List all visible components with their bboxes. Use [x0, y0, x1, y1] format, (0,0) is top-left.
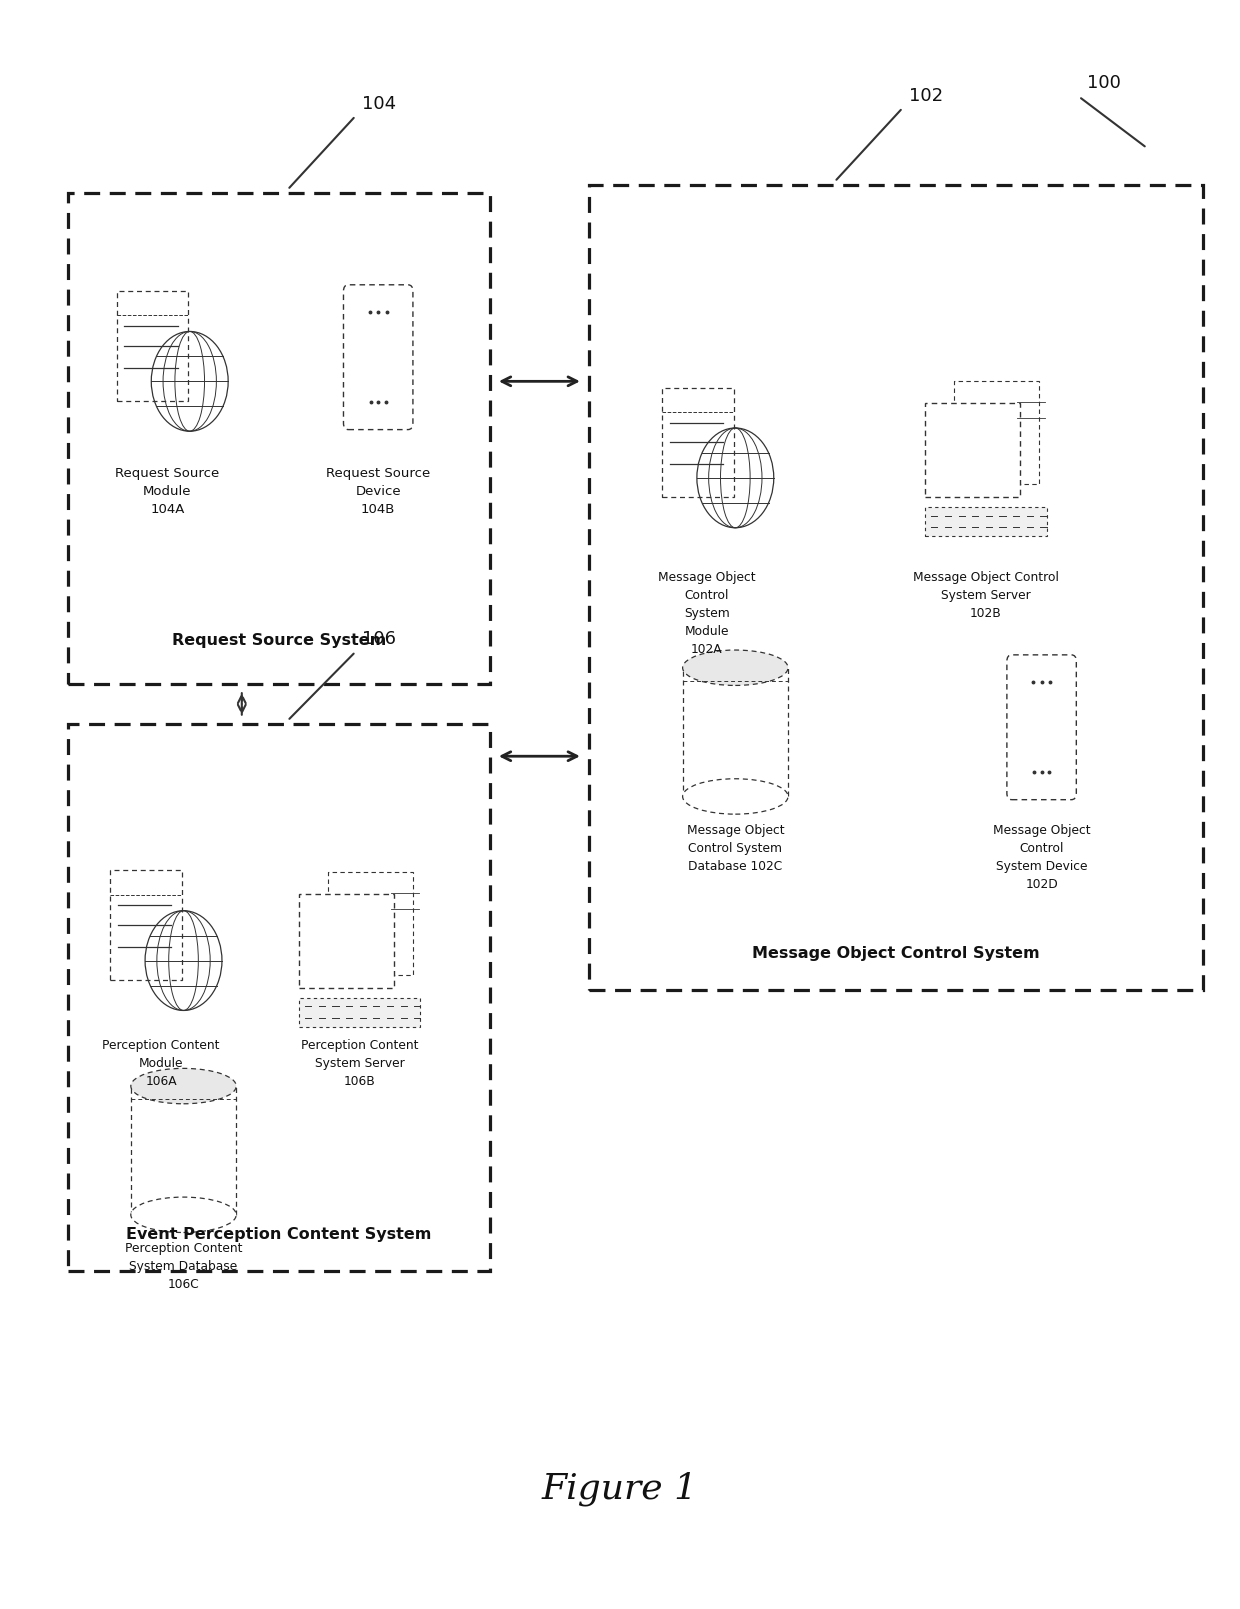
FancyBboxPatch shape: [682, 668, 789, 796]
FancyBboxPatch shape: [955, 381, 1039, 484]
Text: Perception Content
System Database
106C: Perception Content System Database 106C: [125, 1242, 242, 1290]
FancyBboxPatch shape: [110, 870, 182, 980]
Ellipse shape: [682, 779, 789, 814]
Ellipse shape: [131, 1197, 236, 1232]
FancyBboxPatch shape: [343, 285, 413, 430]
Text: Request Source System: Request Source System: [172, 634, 386, 648]
Text: 106: 106: [362, 631, 396, 648]
Text: Request Source
Module
104A: Request Source Module 104A: [115, 467, 219, 515]
Text: Event Perception Content System: Event Perception Content System: [126, 1228, 432, 1242]
FancyBboxPatch shape: [117, 291, 188, 401]
Text: Message Object
Control
System
Module
102A: Message Object Control System Module 102…: [658, 571, 755, 656]
FancyBboxPatch shape: [299, 998, 420, 1027]
FancyBboxPatch shape: [925, 404, 1019, 497]
FancyBboxPatch shape: [327, 872, 413, 975]
FancyBboxPatch shape: [925, 507, 1047, 536]
Ellipse shape: [131, 1068, 236, 1104]
Text: Message Object Control System: Message Object Control System: [753, 946, 1039, 961]
Text: 104: 104: [362, 95, 396, 113]
Text: Request Source
Device
104B: Request Source Device 104B: [326, 467, 430, 515]
Text: Perception Content
System Server
106B: Perception Content System Server 106B: [301, 1039, 418, 1088]
FancyBboxPatch shape: [662, 388, 734, 497]
Ellipse shape: [682, 650, 789, 685]
Text: Message Object
Control
System Device
102D: Message Object Control System Device 102…: [993, 824, 1090, 891]
FancyBboxPatch shape: [1007, 655, 1076, 800]
FancyBboxPatch shape: [130, 1086, 236, 1215]
Text: Message Object Control
System Server
102B: Message Object Control System Server 102…: [913, 571, 1059, 619]
Text: Perception Content
Module
106A: Perception Content Module 106A: [103, 1039, 219, 1088]
Text: 102: 102: [909, 87, 944, 105]
Text: Figure 1: Figure 1: [542, 1471, 698, 1506]
Text: Message Object
Control System
Database 102C: Message Object Control System Database 1…: [687, 824, 784, 872]
FancyBboxPatch shape: [299, 895, 393, 988]
Text: 100: 100: [1087, 74, 1121, 92]
